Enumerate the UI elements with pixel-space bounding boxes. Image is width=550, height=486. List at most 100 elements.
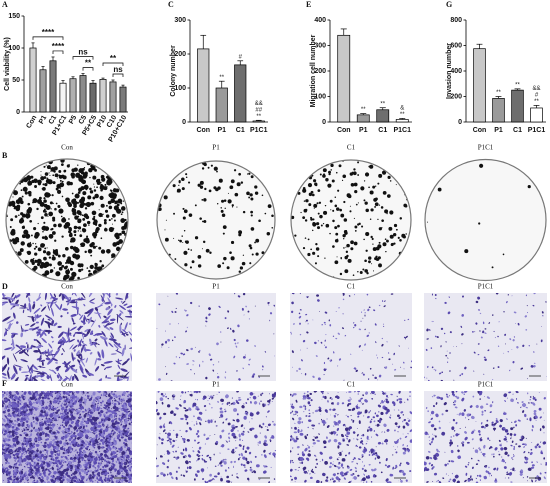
cell — [8, 400, 11, 403]
colony — [36, 258, 42, 264]
cell — [167, 295, 169, 297]
colony — [213, 166, 218, 171]
cell — [251, 471, 254, 473]
cell — [24, 347, 32, 351]
colony — [345, 246, 347, 248]
dish-rim — [290, 159, 412, 281]
cell — [89, 478, 93, 482]
cell — [378, 304, 381, 307]
cell — [69, 417, 73, 421]
y-tick-label: 150 — [8, 13, 20, 20]
cell — [79, 464, 82, 468]
colony — [34, 259, 38, 263]
cell — [430, 347, 433, 350]
cell — [533, 362, 536, 364]
cell — [233, 460, 237, 463]
cell — [27, 424, 31, 427]
colony — [163, 195, 168, 200]
cell — [37, 347, 42, 355]
cell — [212, 369, 215, 372]
colony — [79, 234, 83, 238]
cell — [169, 438, 172, 441]
cell — [116, 348, 119, 351]
cell — [58, 459, 60, 461]
cell — [73, 475, 75, 478]
cell — [82, 425, 85, 430]
cell — [102, 465, 105, 469]
cell — [513, 336, 516, 338]
cell — [243, 403, 245, 405]
cell — [87, 456, 91, 460]
cell — [52, 458, 55, 462]
cell — [205, 316, 208, 320]
colony — [20, 241, 25, 246]
cell — [25, 440, 27, 443]
cell — [107, 461, 110, 464]
bar — [109, 81, 117, 113]
cell — [104, 471, 108, 476]
colony — [23, 177, 29, 183]
cell — [244, 354, 246, 356]
cell — [33, 409, 34, 411]
cell — [267, 403, 270, 406]
cell — [4, 347, 13, 351]
cell — [263, 465, 266, 468]
cell — [29, 440, 32, 442]
cell — [269, 440, 272, 443]
x-tick-label: P1C1 — [250, 127, 268, 134]
cell — [91, 480, 94, 483]
cell — [216, 342, 219, 346]
colony — [49, 263, 52, 267]
colony — [98, 209, 100, 211]
cell — [76, 435, 78, 437]
colony — [60, 215, 63, 218]
cell — [78, 415, 81, 417]
cell — [43, 474, 47, 477]
cell — [253, 470, 257, 474]
colony — [37, 199, 43, 204]
colony — [392, 232, 397, 237]
colony — [187, 248, 190, 251]
cell — [263, 449, 266, 453]
cell — [479, 312, 482, 315]
cell — [507, 351, 509, 353]
cell — [68, 394, 71, 397]
colony — [40, 176, 45, 181]
colony — [44, 247, 47, 250]
cell — [126, 446, 128, 447]
cell — [88, 470, 90, 472]
cell — [522, 344, 525, 347]
cell — [103, 406, 106, 409]
cell — [263, 454, 267, 459]
cell — [105, 404, 109, 408]
y-tick-label: 0 — [182, 119, 186, 126]
colony — [389, 180, 392, 182]
cell — [11, 338, 15, 348]
cell — [48, 455, 52, 458]
cell — [171, 310, 174, 314]
cell — [25, 441, 29, 445]
cell — [242, 445, 245, 447]
cell — [113, 397, 116, 400]
cell — [106, 426, 108, 428]
cell — [220, 414, 224, 418]
cell — [99, 413, 102, 417]
colony — [173, 237, 175, 239]
cell — [161, 343, 164, 346]
cell — [33, 460, 35, 463]
micrograph — [424, 293, 547, 381]
cell — [89, 431, 92, 434]
cell — [220, 331, 222, 333]
cell — [195, 432, 199, 436]
colony — [399, 217, 403, 220]
cell — [127, 395, 129, 397]
cell — [7, 446, 9, 448]
cell — [12, 469, 15, 473]
cell — [115, 293, 119, 296]
colony — [43, 256, 47, 261]
cell — [130, 353, 132, 363]
cell — [186, 439, 190, 442]
colony — [63, 224, 69, 229]
cell — [242, 430, 245, 433]
panel-letter: F — [2, 379, 7, 388]
